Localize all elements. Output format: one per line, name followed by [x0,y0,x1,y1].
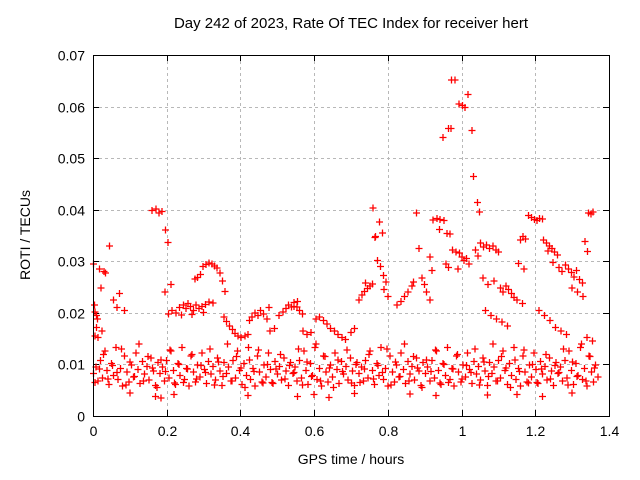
y-tick-label: 0.06 [58,100,85,116]
data-point-markers [90,76,602,402]
y-tick-label: 0.01 [58,357,85,373]
x-tick-label: 0.4 [231,423,251,439]
plot-border [93,55,610,417]
x-tick-label: 0 [90,423,98,439]
y-tick-label: 0 [77,409,85,425]
y-tick-label: 0.03 [58,254,85,270]
y-tick-label: 0.05 [58,151,85,167]
x-tick-label: 0.8 [379,423,399,439]
y-tick-label: 0.07 [58,48,85,64]
x-axis-label: GPS time / hours [297,451,405,467]
y-tick-label: 0.02 [58,306,85,322]
tick-labels: 0 0.2 0.4 0.6 0.8 1 1.2 1.4 0 0.01 0.02 0.03 0.04 0.0… [58,48,620,440]
y-tick-label: 0.04 [58,203,85,219]
x-tick-label: 0.6 [305,423,325,439]
x-tick-label: 0.2 [158,423,178,439]
y-axis-label: ROTI / TECUs [17,190,33,280]
x-tick-label: 1 [459,423,467,439]
chart-title: Day 242 of 2023, Rate Of TEC Index for r… [173,15,529,32]
x-tick-label: 1.4 [600,423,620,439]
x-tick-label: 1.2 [526,423,546,439]
